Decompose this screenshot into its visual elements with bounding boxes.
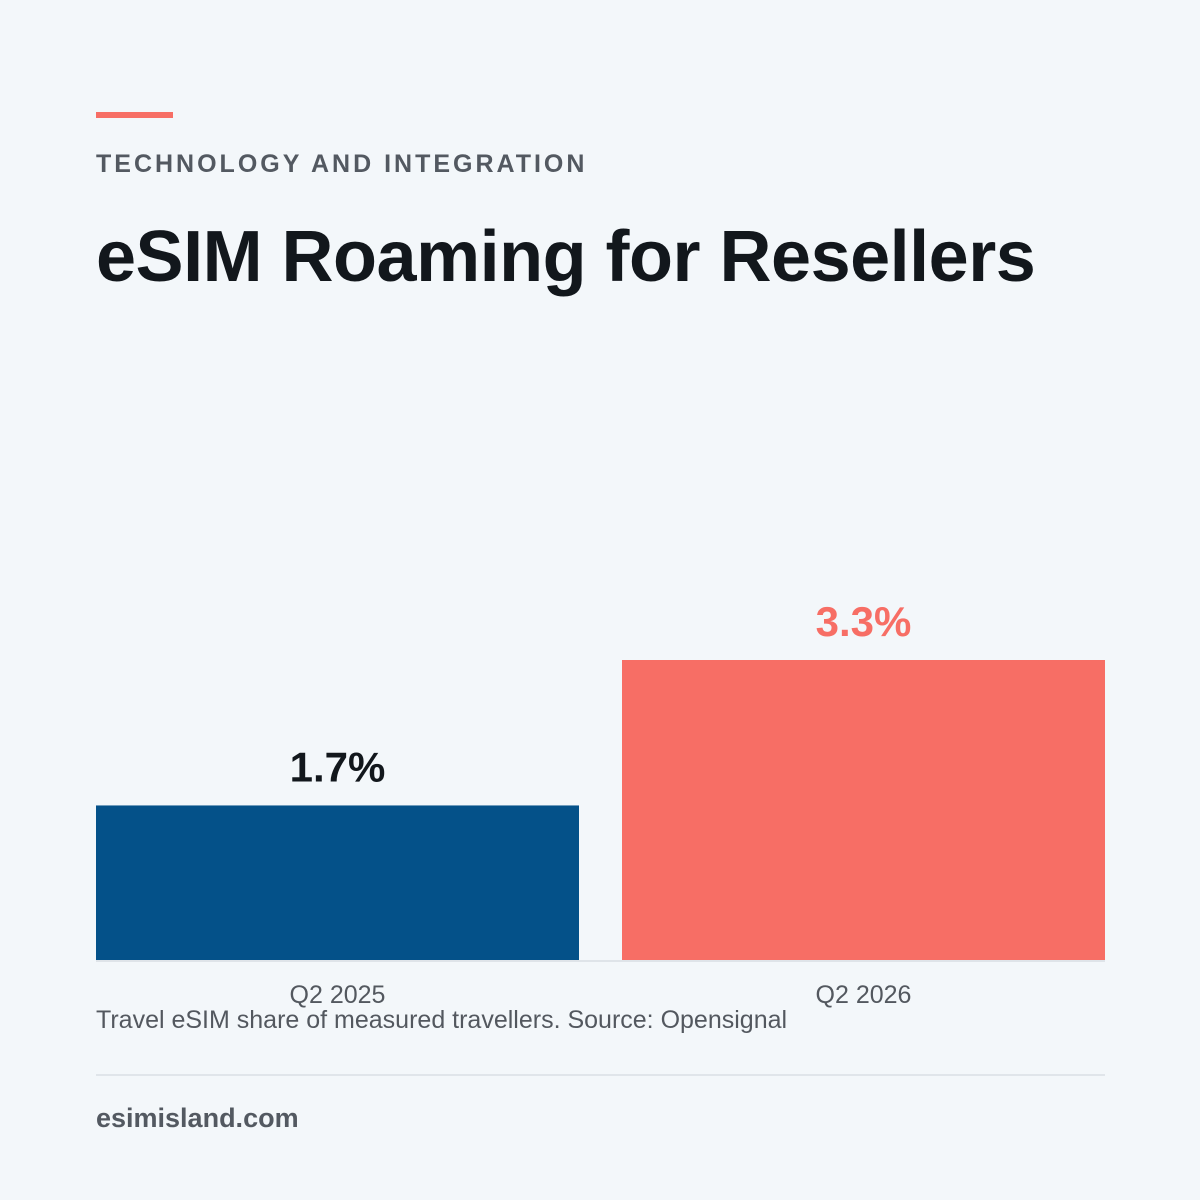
bars-layer bbox=[96, 660, 1105, 960]
x-tick-label: Q2 2026 bbox=[816, 981, 912, 1009]
data-label: 3.3% bbox=[816, 598, 912, 645]
accent-bar bbox=[96, 112, 173, 118]
bar-q2-2025 bbox=[96, 805, 579, 960]
bar-q2-2026 bbox=[622, 660, 1105, 960]
page-title: eSIM Roaming for Resellers bbox=[96, 217, 1036, 297]
footer-divider bbox=[96, 1074, 1105, 1076]
data-label: 1.7% bbox=[290, 743, 386, 790]
labels-layer: 1.7% Q2 2025 3.3% Q2 2026 bbox=[290, 598, 912, 1009]
site-footer: esimisland.com bbox=[96, 1103, 299, 1133]
chart-caption: Travel eSIM share of measured travellers… bbox=[96, 1006, 788, 1034]
section-kicker: TECHNOLOGY AND INTEGRATION bbox=[96, 150, 588, 178]
x-tick-label: Q2 2025 bbox=[290, 981, 386, 1009]
